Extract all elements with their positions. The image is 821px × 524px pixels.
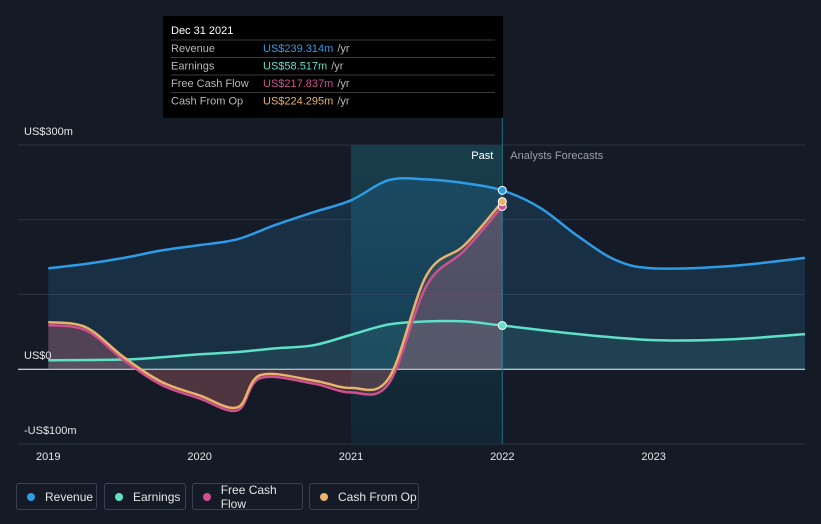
- legend-item[interactable]: Revenue: [16, 483, 97, 510]
- legend-label: Free Cash Flow: [220, 482, 277, 511]
- tooltip-label: Cash From Op: [171, 95, 243, 107]
- y-tick-label: US$0: [24, 350, 52, 362]
- tooltip-value: US$58.517m/yr: [263, 60, 344, 72]
- forecast-label: Analysts Forecasts: [510, 150, 603, 162]
- y-tick-label: -US$100m: [24, 425, 77, 437]
- series-line: [48, 319, 806, 362]
- past-label: Past: [471, 150, 493, 162]
- tooltip-value: US$224.295m/yr: [263, 95, 350, 107]
- tooltip-value-number: US$239.314m: [263, 43, 333, 55]
- tooltip-value-number: US$224.295m: [263, 95, 333, 107]
- legend-swatch: [203, 492, 211, 501]
- legend-swatch: [320, 492, 328, 501]
- tooltip-unit: /yr: [337, 43, 350, 55]
- tooltip-label: Revenue: [171, 43, 215, 55]
- tooltip-value: US$217.837m/yr: [263, 78, 350, 90]
- series-line: [48, 200, 504, 410]
- legend-swatch: [115, 492, 123, 501]
- x-tick-label: 2022: [490, 451, 514, 463]
- legend-label: Cash From Op: [338, 489, 417, 504]
- legend-swatch: [27, 492, 35, 501]
- series-line: [48, 176, 806, 270]
- tooltip-unit: /yr: [337, 95, 350, 107]
- tooltip-unit: /yr: [331, 60, 344, 72]
- tooltip-value-number: US$217.837m: [263, 78, 333, 90]
- legend-item[interactable]: Cash From Op: [309, 483, 419, 510]
- point-marker: [497, 321, 507, 331]
- legend-label: Earnings: [133, 489, 181, 504]
- tooltip-label: Earnings: [171, 60, 215, 72]
- tooltip-value-number: US$58.517m: [263, 60, 327, 72]
- legend-label: Revenue: [45, 489, 94, 504]
- tooltip-value: US$239.314m/yr: [263, 43, 350, 55]
- legend-item[interactable]: Free Cash Flow: [192, 482, 303, 511]
- legend-item[interactable]: Earnings: [104, 483, 186, 510]
- tooltip-date: Dec 31 2021: [171, 25, 233, 37]
- x-tick-label: 2023: [641, 451, 665, 463]
- series-area: [48, 206, 503, 411]
- x-tick-label: 2020: [187, 451, 211, 463]
- tooltip-unit: /yr: [337, 78, 350, 90]
- x-tick-label: 2021: [339, 451, 363, 463]
- y-tick-label: US$300m: [24, 126, 73, 138]
- x-tick-label: 2019: [36, 451, 60, 463]
- point-marker: [497, 197, 507, 207]
- point-marker: [497, 185, 507, 195]
- tooltip-label: Free Cash Flow: [171, 78, 249, 90]
- tooltip-box: [163, 16, 503, 118]
- series-area: [48, 320, 806, 370]
- series-line: [48, 205, 504, 413]
